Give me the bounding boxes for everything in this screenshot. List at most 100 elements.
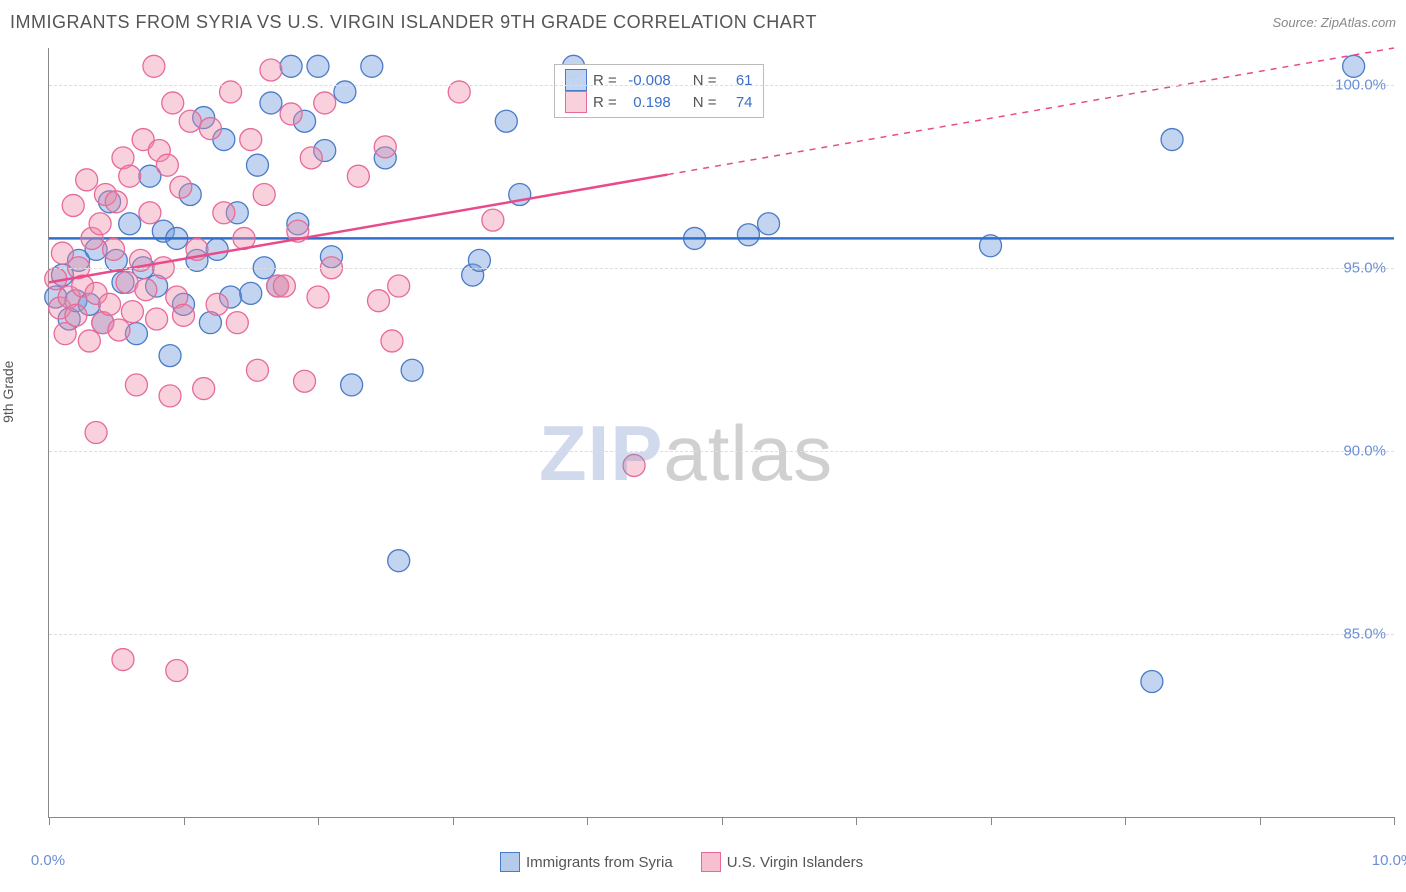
chart-title: IMMIGRANTS FROM SYRIA VS U.S. VIRGIN ISL… [10,12,817,33]
data-point [193,378,215,400]
source-label: Source: ZipAtlas.com [1272,15,1396,30]
stats-legend-row: R = -0.008 N = 61 [565,69,753,91]
x-tick [318,817,319,825]
gridline-h [49,451,1394,452]
data-point [388,275,410,297]
gridline-h [49,634,1394,635]
data-point [76,169,98,191]
data-point [347,165,369,187]
data-point [119,165,141,187]
data-point [381,330,403,352]
x-tick [1125,817,1126,825]
data-point [213,202,235,224]
data-point [300,147,322,169]
data-point [119,213,141,235]
data-point [374,136,396,158]
legend-label: U.S. Virgin Islanders [727,854,863,871]
legend-swatch [565,69,587,91]
data-point [139,202,161,224]
stat-r-value: 0.198 [623,94,671,111]
data-point [199,118,221,140]
data-point [280,103,302,125]
stat-n-value: 61 [723,72,753,89]
data-point [159,345,181,367]
x-tick [856,817,857,825]
data-point [226,312,248,334]
data-point [758,213,780,235]
regression-line [49,175,668,283]
regression-line-dashed [668,48,1394,175]
x-tick [1394,817,1395,825]
data-point [105,191,127,213]
data-point [1141,671,1163,693]
data-point [99,293,121,315]
x-tick [991,817,992,825]
data-point [307,55,329,77]
x-tick-label: 10.0% [1372,852,1406,869]
data-point [361,55,383,77]
data-point [125,374,147,396]
bottom-legend-item: U.S. Virgin Islanders [701,852,863,872]
data-point [112,649,134,671]
legend-swatch [500,852,520,872]
x-tick [587,817,588,825]
data-point [78,330,100,352]
x-tick [1260,817,1261,825]
data-point [260,59,282,81]
data-point [240,282,262,304]
data-point [156,154,178,176]
data-point [246,154,268,176]
data-point [482,209,504,231]
data-point [179,110,201,132]
data-point [206,293,228,315]
data-point [401,359,423,381]
data-point [294,370,316,392]
data-point [146,308,168,330]
legend-swatch [701,852,721,872]
scatter-svg [49,48,1394,817]
y-tick-label: 100.0% [1335,76,1386,93]
plot-area: R =-0.008N =61R =0.198N =74 ZIPatlas 85.… [48,48,1394,818]
data-point [108,319,130,341]
stat-r-label: R = [593,94,617,111]
y-tick-label: 95.0% [1343,259,1386,276]
data-point [280,55,302,77]
legend-label: Immigrants from Syria [526,854,673,871]
data-point [121,301,143,323]
x-tick [453,817,454,825]
data-point [388,550,410,572]
bottom-legend: Immigrants from Syria U.S. Virgin Islande… [500,852,863,872]
data-point [166,660,188,682]
data-point [368,290,390,312]
x-tick [722,817,723,825]
data-point [162,92,184,114]
stat-n-label: N = [693,72,717,89]
data-point [495,110,517,132]
x-tick [184,817,185,825]
data-point [89,213,111,235]
stat-r-value: -0.008 [623,72,671,89]
data-point [170,176,192,198]
x-tick-label: 0.0% [31,852,65,869]
y-tick-label: 85.0% [1343,625,1386,642]
y-tick-label: 90.0% [1343,442,1386,459]
stats-legend-row: R =0.198N =74 [565,91,753,113]
data-point [273,275,295,297]
data-point [65,304,87,326]
gridline-h [49,268,1394,269]
stat-n-label: N = [693,94,717,111]
legend-swatch [565,91,587,113]
data-point [307,286,329,308]
data-point [314,92,336,114]
gridline-h [49,85,1394,86]
data-point [62,194,84,216]
data-point [85,422,107,444]
data-point [1161,129,1183,151]
data-point [341,374,363,396]
stats-legend-box: R =-0.008N =61R =0.198N =74 [554,64,764,118]
x-tick [49,817,50,825]
stat-r-label: R = [593,72,617,89]
data-point [143,55,165,77]
data-point [623,454,645,476]
data-point [135,279,157,301]
